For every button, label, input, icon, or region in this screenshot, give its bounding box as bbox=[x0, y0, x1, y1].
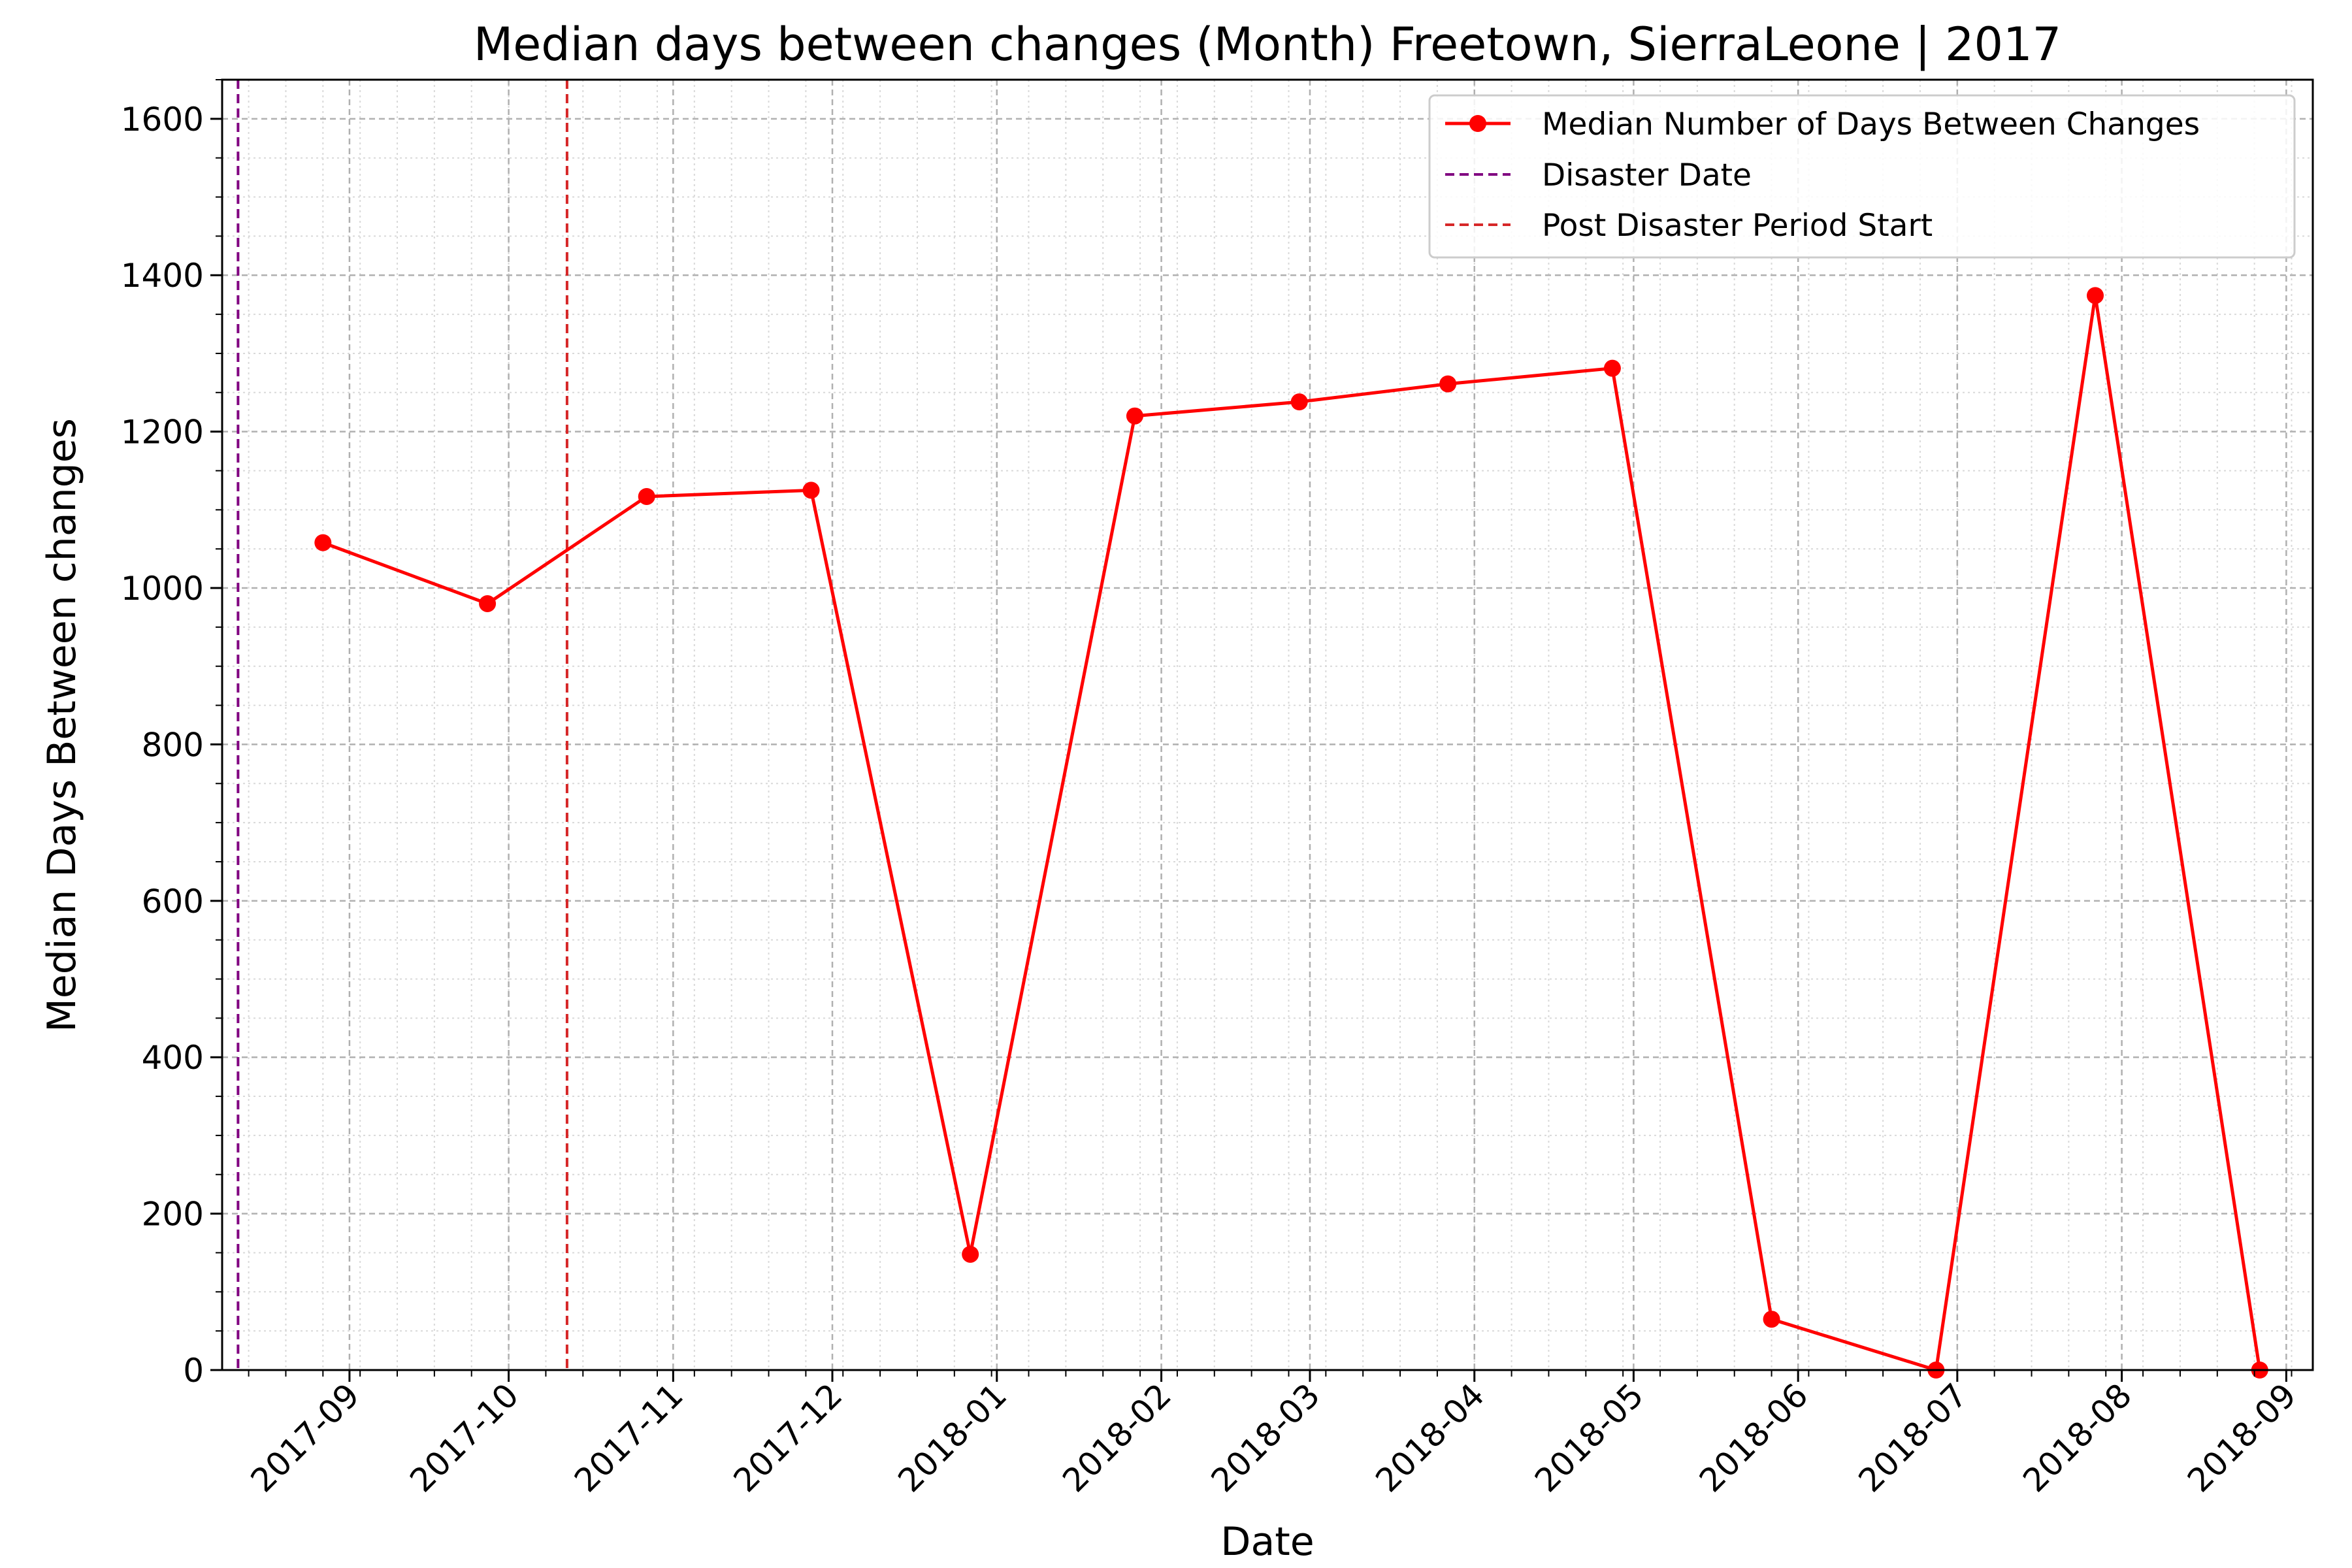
y-axis-title: Median Days Between changes bbox=[39, 418, 85, 1032]
data-point bbox=[1439, 375, 1457, 393]
plot-area bbox=[222, 80, 2313, 1370]
legend-label-series: Median Number of Days Between Changes bbox=[1542, 106, 2200, 142]
data-point bbox=[1290, 393, 1308, 411]
data-point bbox=[1603, 359, 1621, 377]
legend-box bbox=[1428, 94, 2296, 259]
legend: Median Number of Days Between Changes Di… bbox=[1428, 94, 2296, 259]
plot-frame bbox=[221, 78, 2314, 1371]
y-tick-label: 600 bbox=[142, 883, 204, 921]
data-point bbox=[1763, 1311, 1780, 1328]
y-tick-label: 1600 bbox=[121, 101, 204, 139]
y-tick-label: 400 bbox=[142, 1039, 204, 1077]
y-tick-label: 800 bbox=[142, 726, 204, 764]
data-point bbox=[2087, 287, 2104, 304]
axis-ticks bbox=[210, 79, 2293, 1382]
data-point bbox=[962, 1245, 979, 1263]
legend-label-disaster-date: Disaster Date bbox=[1542, 157, 1752, 193]
data-point bbox=[314, 534, 332, 551]
x-axis-title: Date bbox=[1220, 1519, 1314, 1565]
y-tick-label: 200 bbox=[142, 1196, 204, 1233]
legend-label-post-disaster: Post Disaster Period Start bbox=[1542, 208, 1933, 244]
data-point bbox=[479, 595, 497, 612]
y-tick-label: 0 bbox=[183, 1352, 204, 1390]
data-point bbox=[638, 487, 655, 505]
y-tick-label: 1400 bbox=[121, 257, 204, 295]
y-tick-label: 1000 bbox=[121, 570, 204, 608]
legend-marker-series bbox=[1469, 115, 1486, 132]
data-point bbox=[1126, 407, 1143, 425]
y-tick-label: 1200 bbox=[121, 414, 204, 451]
chart-title: Median days between changes (Month) Free… bbox=[474, 18, 2061, 71]
data-point bbox=[802, 482, 820, 499]
